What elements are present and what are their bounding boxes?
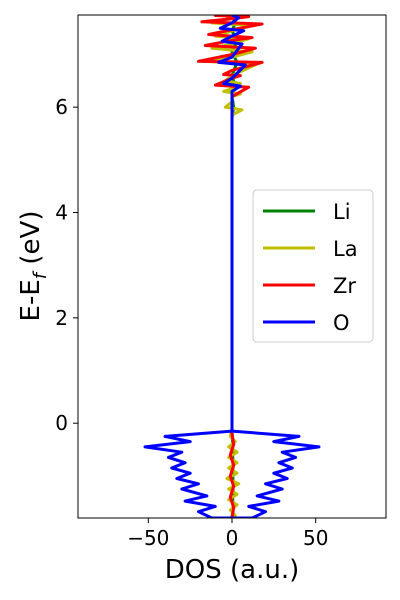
y-tick-label: 4 (55, 201, 68, 225)
y-axis-label-sub: f (30, 270, 51, 279)
y-axis-label: E-Ef (eV) (16, 211, 51, 322)
ticks-layer: −50 0 50 0 2 4 6 (55, 95, 328, 550)
y-axis-label-main: E-E (16, 279, 46, 321)
legend: Li La Zr O (252, 189, 374, 343)
legend-label-li: Li (333, 200, 351, 224)
series-o-line (143, 15, 321, 518)
y-tick-label: 0 (55, 411, 68, 435)
legend-label-la: La (333, 237, 358, 261)
series-zr-line (197, 15, 264, 518)
y-tick-label: 2 (55, 306, 68, 330)
y-tick-label: 6 (55, 95, 68, 119)
x-tick-label: 0 (226, 526, 239, 550)
legend-items: Li La Zr O (263, 200, 358, 335)
x-tick-label: −50 (127, 526, 169, 550)
series-layer (143, 15, 321, 518)
y-axis-label-unit: (eV) (16, 211, 46, 273)
legend-label-zr: Zr (333, 274, 356, 298)
legend-box (252, 189, 374, 343)
legend-label-o: O (333, 311, 350, 335)
x-tick-label: 50 (303, 526, 328, 550)
x-axis-label: DOS (a.u.) (165, 555, 299, 585)
